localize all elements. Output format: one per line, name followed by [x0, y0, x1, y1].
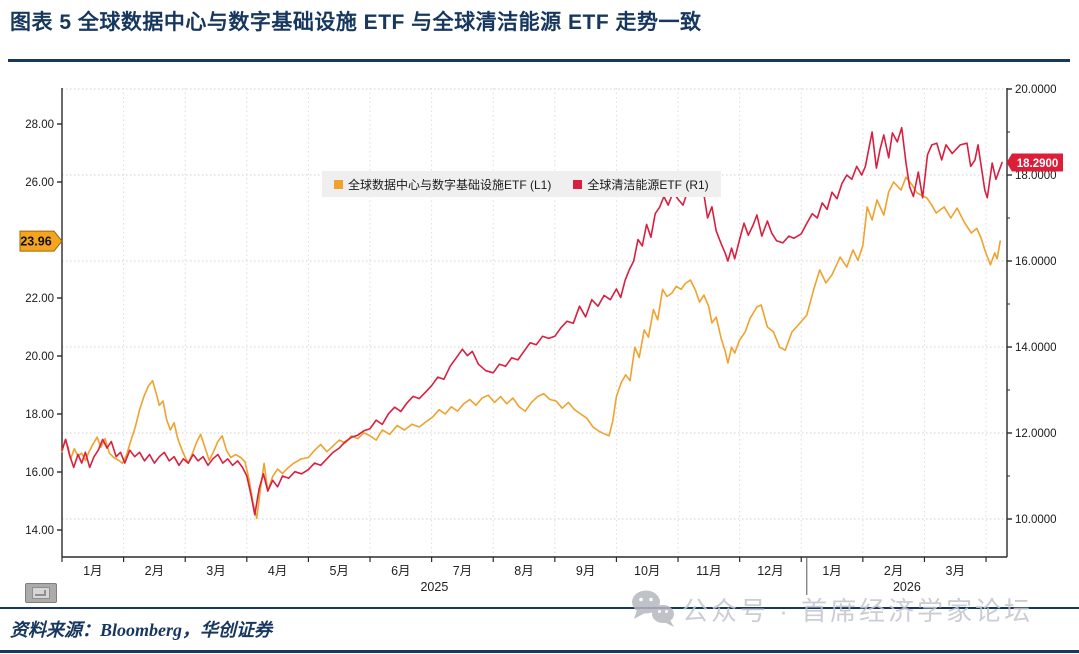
x-axis-month-label: 8月 — [514, 564, 533, 578]
x-axis-month-label: 3月 — [946, 564, 965, 578]
left-axis-tick-label: 18.00 — [25, 409, 54, 421]
x-axis-month-label: 1月 — [83, 564, 102, 578]
right-axis-tick-label: 14.0000 — [1015, 342, 1057, 354]
x-axis-month-label: 6月 — [391, 564, 410, 578]
x-axis-month-label: 2月 — [145, 564, 164, 578]
source-divider — [0, 607, 1079, 609]
x-axis-year-label: 2025 — [420, 580, 448, 594]
x-axis-month-label: 5月 — [329, 564, 348, 578]
left-axis-tick-label: 28.00 — [25, 119, 54, 131]
x-axis-month-label: 2月 — [884, 564, 903, 578]
legend-swatch-icon — [573, 179, 583, 189]
right-axis-tick-label: 18.0000 — [1015, 170, 1057, 182]
right-axis-tick-label: 20.0000 — [1015, 84, 1057, 96]
x-axis-month-label: 1月 — [822, 564, 841, 578]
left-axis-tick-label: 16.00 — [25, 467, 54, 479]
x-axis-month-label: 10月 — [634, 564, 660, 578]
chart-tool-button[interactable] — [25, 583, 57, 603]
left-axis-tick-label: 22.00 — [25, 293, 54, 305]
right-axis-tick-label: 16.0000 — [1015, 256, 1057, 268]
wechat-icon — [632, 590, 674, 627]
right-axis-tick-label: 10.0000 — [1015, 514, 1057, 526]
x-axis-month-label: 4月 — [268, 564, 287, 578]
title-divider — [8, 59, 1070, 62]
watermark-text: 公众号 · 首席经济学家论坛 — [682, 595, 1034, 626]
series-line-cleanenergy-etf — [61, 126, 1003, 516]
x-axis-month-label: 11月 — [696, 564, 721, 578]
legend-swatch-icon — [334, 179, 343, 189]
right-last-price-label: 18.2900 — [1017, 158, 1059, 170]
legend-label: 全球数据中心与数字基础设施ETF (L1) — [348, 177, 552, 192]
chart-tool-icon — [32, 587, 50, 599]
left-last-price-badge — [19, 230, 63, 252]
left-axis-tick-label: 20.00 — [25, 351, 54, 363]
x-axis-month-label: 12月 — [757, 564, 783, 578]
source-note: 资料来源：Bloomberg，华创证券 — [10, 620, 273, 640]
left-last-price-label: 23.96 — [20, 235, 51, 249]
x-axis-month-label: 9月 — [576, 564, 595, 578]
legend-item: 全球清洁能源ETF (R1) — [573, 176, 709, 193]
chart-legend: 全球数据中心与数字基础设施ETF (L1) 全球清洁能源ETF (R1) — [322, 171, 721, 197]
legend-item: 全球数据中心与数字基础设施ETF (L1) — [334, 176, 551, 193]
x-axis-month-label: 7月 — [453, 564, 472, 578]
watermark: 公众号 · 首席经济学家论坛 — [630, 589, 1033, 629]
series-line-datacenter-etf — [61, 176, 1002, 520]
left-axis-tick-label: 14.00 — [25, 525, 54, 537]
right-axis-tick-label: 12.0000 — [1015, 428, 1057, 440]
chart-area: 28.00 26.00 22.00 20.00 18.00 16.00 14.00 20.00… — [0, 80, 1079, 603]
chart-plot: 28.00 26.00 22.00 20.00 18.00 16.00 14.00 20.00… — [19, 84, 1063, 595]
left-axis-tick-label: 26.00 — [25, 177, 54, 189]
figure-title: 图表 5 全球数据中心与数字基础设施 ETF 与全球清洁能源 ETF 走势一致 — [10, 11, 702, 34]
x-axis-month-label: 3月 — [206, 564, 225, 578]
x-axis-year-label: 2026 — [893, 580, 921, 594]
right-last-price-badge — [1006, 153, 1063, 172]
legend-label: 全球清洁能源ETF (R1) — [587, 177, 709, 192]
bottom-border — [0, 650, 1079, 653]
